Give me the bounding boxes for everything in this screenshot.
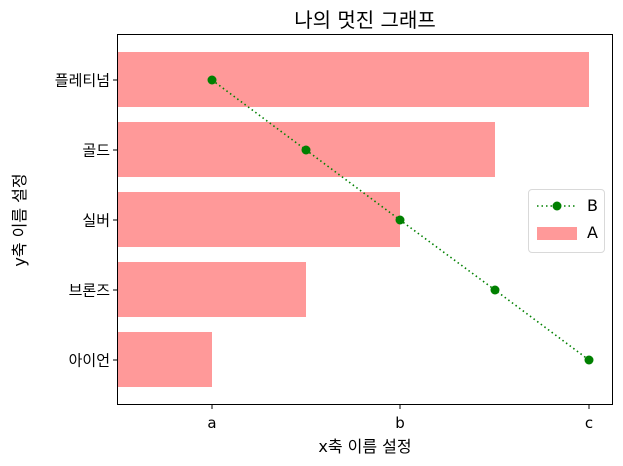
bar-iron xyxy=(118,332,212,387)
legend-entry-a: A xyxy=(529,222,604,244)
bar-series-a xyxy=(118,52,589,387)
y-axis-label: y축 이름 설정 xyxy=(10,173,29,267)
legend-line-marker-icon xyxy=(537,201,577,211)
bar-bronze xyxy=(118,262,306,317)
chart-title: 나의 멋진 그래프 xyxy=(294,8,436,32)
xtick-label-a: a xyxy=(207,414,217,432)
bar-platinum xyxy=(118,52,589,107)
ytick-label-iron: 아이언 xyxy=(68,351,110,370)
ytick-label-platinum: 플레티넘 xyxy=(54,71,110,90)
legend-label-b: B xyxy=(587,196,598,215)
y-ticks xyxy=(113,79,117,361)
bar-silver xyxy=(118,192,400,247)
x-ticks xyxy=(211,405,590,409)
ytick-label-gold: 골드 xyxy=(82,141,110,160)
x-axis-label: x축 이름 설정 xyxy=(318,437,412,456)
legend-entry-b: B xyxy=(529,195,604,217)
ytick-label-bronze: 브론즈 xyxy=(68,281,110,300)
legend: B A xyxy=(528,189,605,253)
legend-bar-patch-icon xyxy=(537,227,577,240)
legend-label-a: A xyxy=(587,223,598,242)
ytick-label-silver: 실버 xyxy=(82,211,110,230)
xtick-label-b: b xyxy=(395,414,405,432)
xtick-label-c: c xyxy=(584,414,594,432)
line-series-b xyxy=(207,75,594,365)
